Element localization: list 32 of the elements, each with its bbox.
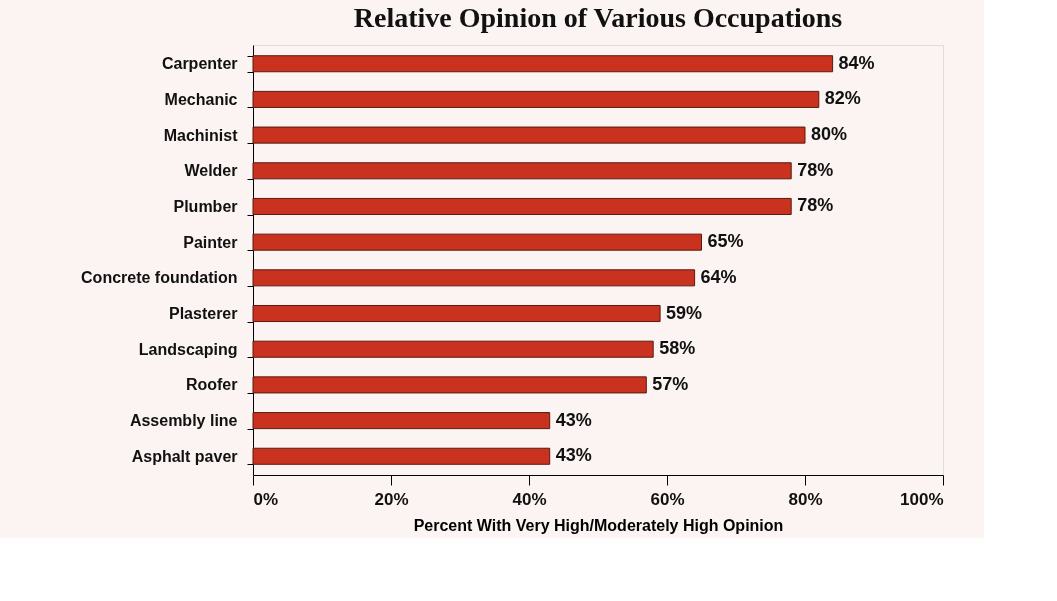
y-tick-label: Roofer xyxy=(185,376,238,394)
data-label: 65% xyxy=(707,231,744,252)
y-tick-label: Concrete foundation xyxy=(81,269,238,287)
y-tick-label: Mechanic xyxy=(164,90,238,108)
data-label: 64% xyxy=(700,266,737,287)
x-tick-label: 80% xyxy=(788,489,823,509)
x-tick-label: 60% xyxy=(650,489,685,509)
chart-title: Relative Opinion of Various Occupations xyxy=(353,2,843,33)
data-label: 84% xyxy=(838,52,875,73)
y-tick-label: Assembly line xyxy=(129,412,238,430)
data-label: 78% xyxy=(797,159,834,180)
x-axis-title: Percent With Very High/Moderately High Opinion xyxy=(413,516,784,534)
y-tick-label: Carpenter xyxy=(161,55,238,73)
y-tick-label: Plumber xyxy=(173,197,238,215)
y-tick-label: Plasterer xyxy=(169,305,238,323)
y-tick-label: Painter xyxy=(183,233,238,251)
data-label: 43% xyxy=(555,409,592,430)
y-tick-label: Welder xyxy=(184,162,238,180)
data-label: 59% xyxy=(666,302,703,323)
data-label: 58% xyxy=(659,338,696,359)
x-tick-label: 100% xyxy=(900,489,944,509)
y-tick-label: Machinist xyxy=(163,126,239,144)
x-tick-label: 20% xyxy=(374,489,409,509)
data-label: 57% xyxy=(652,373,689,394)
data-label: 43% xyxy=(555,445,592,466)
x-tick-label: 0% xyxy=(253,489,279,509)
x-tick-label: 40% xyxy=(512,489,547,509)
data-label: 78% xyxy=(797,195,834,216)
y-tick-label: Landscaping xyxy=(138,340,238,358)
data-label: 82% xyxy=(824,88,861,109)
data-label: 80% xyxy=(811,124,848,145)
y-tick-label: Asphalt paver xyxy=(131,447,238,465)
